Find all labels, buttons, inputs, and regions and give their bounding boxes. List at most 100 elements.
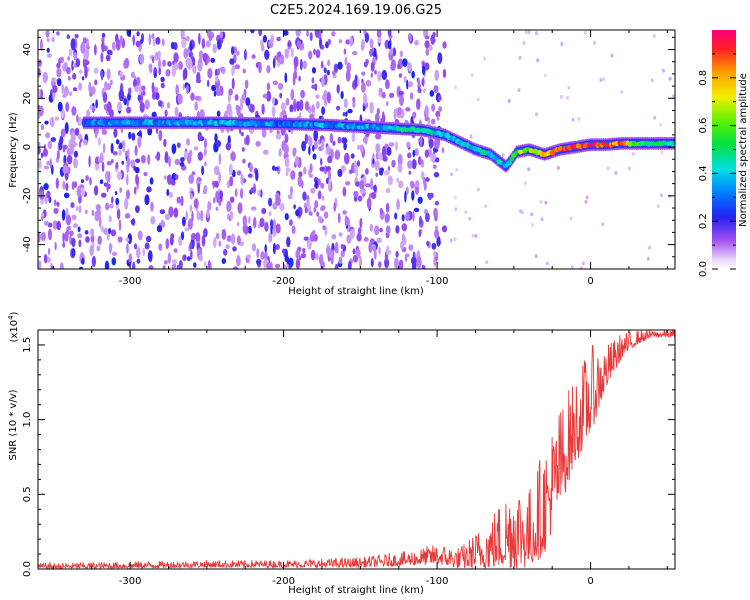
spectrogram-y-tick-labels: -40 -20 0 20 40 (22, 43, 33, 253)
spectrogram-cell (272, 218, 277, 231)
spectrogram-cell (228, 88, 233, 96)
spectrogram-cell (189, 204, 193, 212)
y-tick-label: 0.5 (22, 486, 33, 502)
spectrogram-cell (43, 165, 50, 170)
spectrogram-cell (46, 190, 51, 199)
spectrogram-cell (522, 41, 526, 45)
spectrogram-cell (198, 254, 203, 262)
spectrogram-cell (436, 115, 440, 121)
spectrogram-cell (75, 58, 81, 68)
spectrogram-cell (284, 156, 290, 168)
snr-y-tick-labels: 0.0 0.5 1.0 1.5 (22, 337, 33, 577)
spectrogram-cell (196, 210, 201, 221)
spectrogram-cell (144, 99, 150, 110)
spectrogram-cell (323, 90, 328, 102)
spectrogram-cell (210, 57, 216, 63)
spectrogram-cell (363, 236, 369, 242)
spectrogram-cell (89, 244, 94, 257)
spectrogram-cell (183, 48, 189, 59)
spectrogram-cell (284, 133, 289, 144)
snr-x-tick-labels: -300 -200 -100 0 (119, 576, 594, 587)
spectrogram-cell (154, 51, 159, 61)
spectrogram-cell (566, 95, 569, 100)
spectrogram-cell (270, 219, 274, 228)
spectrogram-cell (272, 80, 278, 86)
spectrogram-cell (602, 77, 606, 82)
spectrogram-cell (48, 196, 52, 204)
spectrogram-cell (312, 144, 315, 152)
spectrogram-cell (362, 105, 366, 112)
spectrogram-cell (72, 87, 78, 92)
spectrogram-cell (197, 151, 203, 161)
spectrogram-cell (136, 76, 141, 87)
spectrogram-cell (266, 65, 271, 74)
spectrogram-cell (285, 170, 289, 177)
spectrogram-cell (108, 215, 112, 223)
spectrogram-cell (235, 50, 240, 56)
spectrogram-cell (402, 58, 408, 67)
spectrogram-cell (176, 196, 181, 204)
spectrogram-cell (71, 181, 75, 190)
spectrogram-cell (308, 168, 312, 177)
spectrogram-cell (324, 98, 328, 107)
spectrogram-cell (289, 104, 294, 113)
spectrogram-cell (56, 78, 62, 87)
spectrogram-cell (189, 41, 193, 52)
spectrogram-cell (51, 164, 54, 175)
spectrogram-cell (80, 41, 86, 54)
spectrogram-cell (56, 31, 60, 36)
spectrogram-cell (133, 186, 137, 195)
spectrogram-cell (414, 40, 419, 46)
spectrogram-cell (149, 63, 153, 74)
spectrogram-cell (226, 103, 232, 115)
spectrogram-cell (418, 229, 422, 238)
spectrogram-cell (290, 170, 296, 180)
spectrogram-cell (404, 190, 407, 203)
spectrogram-cell (308, 211, 313, 216)
spectrogram-cell (274, 55, 280, 60)
spectrogram-cell (315, 49, 321, 59)
spectrogram-cell (234, 64, 240, 70)
spectrogram-cell (650, 78, 654, 83)
spectrogram-cell (273, 166, 279, 171)
spectrogram-cell (261, 128, 267, 138)
spectrogram-cell (342, 210, 347, 215)
spectrogram-cell (101, 192, 107, 198)
spectrogram-cell (334, 263, 339, 269)
spectrogram-cell (584, 199, 588, 204)
spectrogram-cell (374, 225, 380, 236)
spectrogram-cell (76, 114, 79, 123)
spectrogram-cell (343, 48, 347, 55)
spectrogram-cell (397, 106, 402, 115)
spectrogram-cell (45, 30, 50, 38)
spectrogram-cell (255, 140, 261, 147)
spectrogram-cell (89, 104, 93, 111)
spectrogram-cell (73, 150, 78, 158)
spectrogram-cell (320, 138, 325, 151)
spectrogram-cell (81, 76, 85, 81)
spectrogram-cell (89, 177, 92, 186)
spectrogram-cell (376, 107, 380, 116)
x-tick-label: -300 (119, 276, 142, 287)
y-tick-label: 0.0 (22, 561, 33, 577)
spectrogram-cell (434, 229, 440, 239)
spectrogram-cell (403, 75, 407, 83)
spectrogram-cell (352, 100, 356, 108)
spectrogram-cell (84, 230, 89, 235)
spectrogram-cell (236, 235, 241, 245)
spectrogram-cell (327, 155, 333, 164)
spectrogram-cell (268, 211, 272, 217)
spectrogram-cell (431, 38, 436, 44)
spectrogram-cell (224, 110, 228, 116)
spectrogram-cell (340, 91, 344, 100)
spectrogram-cell (197, 131, 202, 142)
spectrogram-cell (101, 37, 105, 43)
spectrogram-cell (168, 156, 172, 168)
spectrogram-cell (284, 49, 289, 59)
spectrogram-cell (122, 145, 125, 153)
spectrogram-cell (385, 225, 391, 234)
spectrogram-cell (320, 205, 326, 211)
spectrogram-cell (54, 241, 57, 251)
spectrogram-cell (204, 261, 207, 268)
colorbar-tick-label: 0.8 (698, 70, 709, 86)
